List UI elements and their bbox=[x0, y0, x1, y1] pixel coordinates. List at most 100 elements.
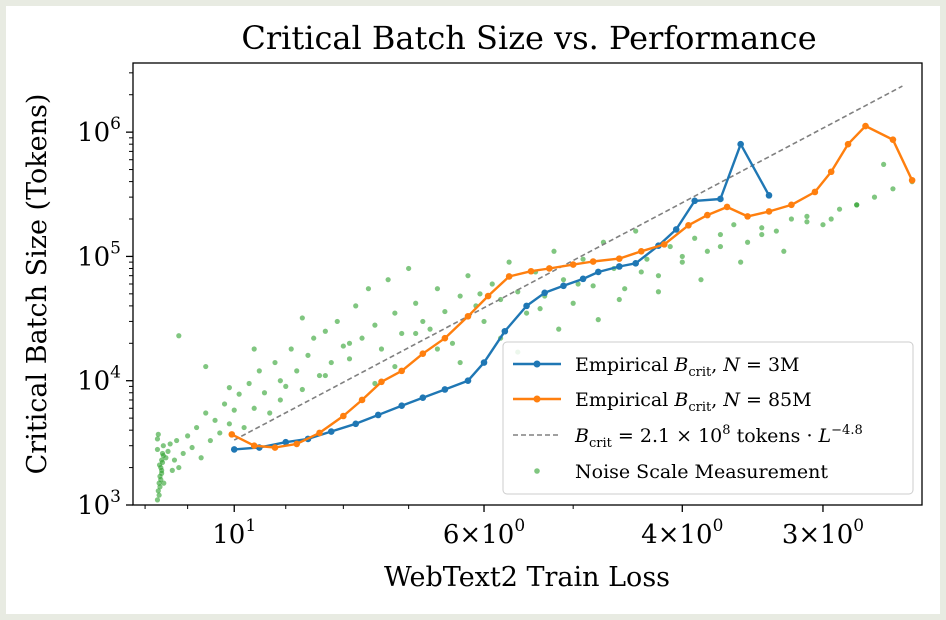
series-85m-point bbox=[844, 140, 852, 148]
noise-point bbox=[226, 385, 232, 391]
series-3m-point bbox=[352, 420, 360, 428]
series-85m-point bbox=[527, 267, 535, 275]
y-tick-label: 103 bbox=[77, 487, 121, 521]
noise-point bbox=[590, 283, 596, 289]
noise-point bbox=[738, 259, 744, 265]
series-85m-point bbox=[723, 203, 731, 211]
noise-point bbox=[804, 219, 810, 225]
noise-point bbox=[871, 194, 878, 200]
noise-point bbox=[633, 228, 639, 234]
noise-point bbox=[731, 222, 737, 228]
noise-point bbox=[328, 359, 334, 366]
noise-point bbox=[399, 330, 405, 337]
series-85m-point bbox=[464, 312, 472, 320]
noise-point bbox=[322, 328, 328, 334]
series-3m-point bbox=[691, 197, 698, 205]
series-85m-point bbox=[827, 168, 835, 176]
legend-label: Noise Scale Measurement bbox=[575, 461, 828, 483]
noise-point bbox=[159, 470, 165, 476]
noise-point bbox=[679, 253, 685, 260]
series-3m-point bbox=[398, 402, 406, 409]
series-3m-point bbox=[579, 275, 587, 283]
noise-point bbox=[207, 437, 213, 444]
x-tick-label: 4×100 bbox=[641, 516, 723, 550]
noise-point bbox=[406, 265, 412, 272]
noise-point bbox=[155, 488, 161, 494]
series-3m-point bbox=[541, 289, 548, 297]
series-85m-point bbox=[685, 222, 692, 229]
series-85m-point bbox=[271, 444, 279, 451]
noise-point bbox=[157, 484, 163, 490]
series-3m-point bbox=[523, 302, 530, 310]
series-85m-point bbox=[788, 201, 795, 209]
noise-point bbox=[299, 386, 305, 393]
noise-point bbox=[575, 281, 581, 287]
series-85m-point bbox=[765, 208, 773, 215]
series-85m-point bbox=[378, 378, 385, 386]
series-85m-point bbox=[569, 261, 577, 268]
noise-point bbox=[392, 363, 398, 370]
legend-handle-marker bbox=[533, 360, 541, 368]
noise-point bbox=[167, 441, 173, 447]
series-3m-point bbox=[560, 282, 567, 290]
noise-point bbox=[622, 286, 628, 292]
noise-point bbox=[759, 225, 765, 231]
y-tick-label: 104 bbox=[77, 363, 121, 397]
noise-point bbox=[836, 206, 843, 212]
noise-point bbox=[251, 405, 257, 411]
series-85m-point bbox=[889, 136, 897, 143]
plot-area bbox=[154, 85, 916, 503]
noise-point bbox=[434, 286, 441, 292]
legend-handle-marker bbox=[533, 395, 541, 403]
noise-point bbox=[560, 277, 567, 283]
series-3m-point bbox=[594, 268, 602, 276]
noise-point bbox=[176, 333, 182, 339]
noise-point bbox=[165, 448, 171, 454]
series-85m-point bbox=[908, 176, 916, 184]
noise-point bbox=[322, 372, 328, 379]
noise-point bbox=[773, 228, 779, 234]
series-85m-point bbox=[862, 122, 869, 130]
noise-point bbox=[506, 259, 512, 265]
series-85m-point bbox=[484, 292, 492, 300]
noise-point bbox=[198, 455, 204, 461]
noise-point bbox=[174, 437, 180, 444]
noise-point bbox=[176, 464, 182, 471]
series-3m-point bbox=[441, 386, 449, 393]
series-3m-point bbox=[327, 428, 335, 435]
series-3m-point bbox=[672, 226, 680, 233]
series-85m-point bbox=[358, 396, 366, 404]
noise-point bbox=[185, 433, 191, 439]
series-85m-point bbox=[589, 258, 597, 265]
series-3m-line bbox=[234, 143, 771, 451]
noise-point bbox=[155, 431, 161, 437]
chart-title: Critical Batch Size vs. Performance bbox=[241, 19, 816, 57]
series-85m-point bbox=[228, 431, 236, 438]
series-3m-point bbox=[765, 192, 773, 199]
series-85m-point bbox=[250, 442, 258, 450]
noise-point bbox=[551, 248, 557, 254]
noise-point bbox=[820, 222, 826, 228]
noise-point bbox=[154, 436, 161, 442]
noise-point bbox=[154, 497, 161, 503]
noise-point bbox=[804, 213, 810, 219]
noise-point bbox=[781, 248, 787, 254]
noise-point bbox=[392, 310, 398, 316]
noise-point bbox=[212, 417, 218, 423]
noise-point bbox=[744, 239, 751, 245]
legend-label: Empirical Bcrit, N = 3M bbox=[575, 354, 800, 380]
noise-point bbox=[171, 457, 178, 463]
noise-point bbox=[180, 450, 186, 457]
noise-point bbox=[346, 356, 353, 362]
noise-point bbox=[161, 480, 167, 486]
noise-point bbox=[346, 340, 353, 346]
series-85m-point bbox=[419, 350, 427, 357]
noise-point bbox=[515, 289, 521, 295]
noise-point bbox=[156, 492, 162, 498]
noise-point bbox=[638, 269, 644, 275]
series-85m-point bbox=[505, 273, 513, 280]
noise-point bbox=[340, 343, 346, 349]
noise-point bbox=[420, 318, 426, 325]
legend-label: Empirical Bcrit, N = 85M bbox=[575, 389, 812, 415]
noise-point bbox=[759, 231, 765, 238]
